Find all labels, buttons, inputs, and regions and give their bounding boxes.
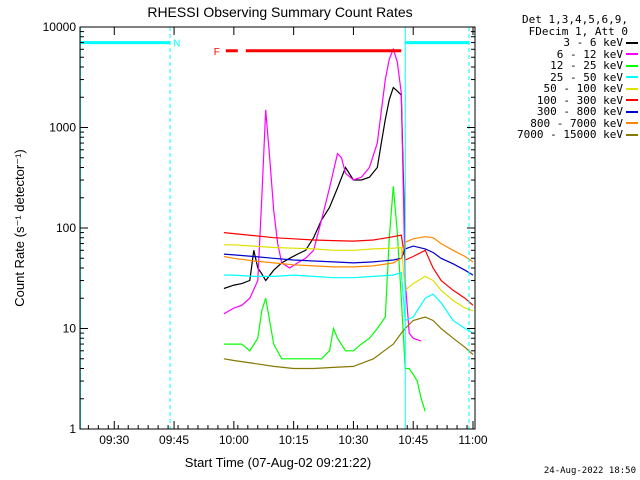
legend-item-6: 300 - 800 keV [482,106,638,118]
series-line-4 [223,244,474,312]
x-tick-label-6: 11:00 [458,433,487,447]
legend-item-7: 800 - 7000 keV [482,116,638,130]
legend-item-5: 100 - 300 keV [482,93,638,107]
x-axis-label: Start Time (07-Aug-02 09:21:22) [185,455,371,470]
legend: Det 1,3,4,5,6,9, FDecim 1, Att 0 3 - 6 k… [482,14,638,141]
legend-swatch [626,87,638,90]
x-tick-label-3: 10:15 [279,433,309,447]
y-tick-label-1: 10 [63,322,77,336]
series-line-2 [223,186,426,412]
series-line-1 [223,47,422,342]
legend-swatch [626,122,638,125]
legend-label: 12 - 25 keV [550,59,623,72]
series-line-8 [223,316,474,370]
y-tick-label-3: 1000 [49,121,76,135]
series-line-5 [223,232,474,306]
legend-item-2: 12 - 25 keV [482,60,638,72]
y-tick-label-2: 100 [56,221,76,235]
legend-item-0: 3 - 6 keV [482,37,638,49]
legend-label: 7000 - 15000 keV [517,128,623,141]
legend-item-1: 6 - 12 keV [482,47,638,61]
legend-label: 6 - 12 keV [556,47,623,61]
legend-label: 25 - 50 keV [550,70,623,84]
legend-item-3: 25 - 50 keV [482,70,638,84]
x-tick-label-1: 09:45 [159,433,189,447]
series-line-7 [223,236,474,268]
series-line-0 [223,86,406,290]
legend-item-8: 7000 - 15000 keV [482,129,638,141]
legend-swatch [626,76,638,79]
y-axis-label: Count Rate (s⁻¹ detector⁻¹) [12,149,27,307]
x-tick-label-5: 10:45 [398,433,428,447]
legend-label: 300 - 800 keV [536,105,623,118]
legend-label: 100 - 300 keV [536,93,623,107]
legend-swatch [626,64,638,67]
x-tick-label-2: 10:00 [219,433,249,447]
legend-swatch [626,53,638,56]
x-tick-label-4: 10:30 [338,433,368,447]
flare-flag-label: F [214,47,220,58]
legend-header-line-2: FDecim 1, Att 0 [528,24,628,38]
series-line-6 [223,245,474,276]
chart-title: RHESSI Observing Summary Count Rates [147,4,412,20]
legend-swatch [626,110,638,113]
x-tick-label-0: 09:30 [99,433,129,447]
legend-label: 800 - 7000 keV [530,116,623,130]
legend-header-line-1: Det 1,3,4,5,6,9, [522,13,628,26]
legend-item-4: 50 - 100 keV [482,83,638,95]
legend-label: 3 - 6 keV [563,36,623,49]
y-tick-label-0: 1 [69,422,76,436]
footer-timestamp: 24-Aug-2022 18:50 [543,466,636,476]
legend-swatch [626,41,638,44]
series-line-3 [223,271,474,334]
legend-label: 50 - 100 keV [543,82,623,95]
attenuator-label-0: N [173,39,180,50]
legend-swatch [626,133,638,136]
legend-swatch [626,99,638,102]
plot-frame [79,26,476,430]
y-tick-label-4: 10000 [43,20,77,34]
